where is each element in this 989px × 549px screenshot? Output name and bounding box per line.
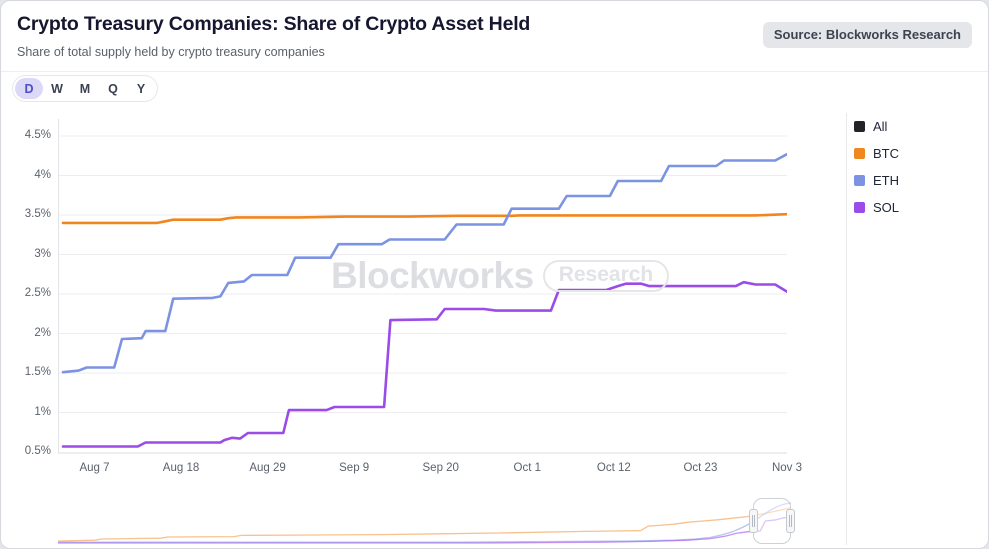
legend-item-eth[interactable]: ETH: [854, 172, 899, 188]
x-tick-label: Aug 18: [162, 462, 200, 474]
legend-item-btc[interactable]: BTC: [854, 145, 899, 161]
x-tick-label: Nov 3: [771, 462, 803, 474]
brush-handle-right[interactable]: [786, 509, 795, 533]
range-navigator[interactable]: [58, 497, 791, 545]
x-tick-label: Aug 7: [79, 462, 110, 474]
y-tick-label: 2.5%: [24, 287, 51, 299]
x-tick-label: Aug 29: [249, 462, 286, 474]
btc-swatch-icon: [854, 147, 865, 159]
range-button-day[interactable]: D: [15, 78, 43, 99]
legend-label-sol: SOL: [873, 199, 900, 215]
x-tick-label: Sep 9: [339, 462, 370, 474]
y-tick-label: 1.5%: [24, 366, 51, 378]
y-tick-label: 0.5%: [24, 445, 51, 457]
legend: All BTC ETH SOL: [854, 119, 899, 227]
y-tick-label: 1%: [34, 405, 51, 418]
brush-selection[interactable]: [749, 498, 795, 544]
range-button-week[interactable]: W: [43, 78, 71, 99]
page-title: Crypto Treasury Companies: Share of Cryp…: [17, 13, 531, 35]
legend-label-btc: BTC: [873, 145, 899, 161]
x-tick-label: Oct 23: [683, 462, 718, 474]
y-tick-label: 3.5%: [24, 208, 51, 220]
source-badge: Source: Blockworks Research: [762, 22, 972, 48]
main-chart-plot[interactable]: [58, 113, 787, 461]
range-button-quarter[interactable]: Q: [99, 78, 127, 99]
y-tick-label: 2%: [34, 326, 51, 339]
y-tick-label: 3%: [34, 247, 51, 260]
y-tick-label: 4.5%: [24, 129, 51, 141]
legend-item-sol[interactable]: SOL: [854, 199, 900, 215]
brush-handle-left[interactable]: [749, 509, 758, 533]
y-tick-label: 4%: [34, 168, 51, 181]
sol-swatch-icon: [854, 201, 865, 213]
legend-label-eth: ETH: [873, 172, 899, 188]
all-swatch-icon: [854, 120, 865, 132]
range-selector: D W M Q Y: [12, 75, 158, 102]
x-tick-label: Sep 20: [422, 462, 459, 474]
x-tick-label: Oct 12: [596, 462, 631, 474]
range-button-year[interactable]: Y: [127, 78, 155, 99]
legend-divider: [846, 113, 847, 545]
page-subtitle: Share of total supply held by crypto tre…: [17, 45, 325, 59]
range-button-month[interactable]: M: [71, 78, 99, 99]
eth-swatch-icon: [854, 174, 865, 186]
x-tick-label: Oct 1: [513, 462, 542, 474]
legend-label-all: All: [873, 118, 888, 134]
legend-item-all[interactable]: All: [854, 118, 899, 134]
header-divider: [1, 71, 988, 72]
